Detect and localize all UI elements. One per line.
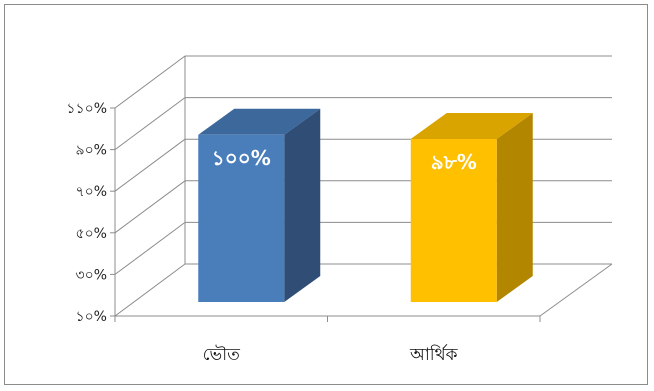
bar-front-face <box>198 134 285 302</box>
gridline-side <box>114 138 186 192</box>
y-tick-label: ৩০% <box>75 267 107 283</box>
y-axis-ticks: ১০% ৩০% ৫০% ৭০% ৯০% ১১০% <box>66 101 107 325</box>
chart-frame <box>4 4 648 385</box>
gridline-side <box>114 263 186 317</box>
bar-data-label: ৯৮% <box>431 150 477 174</box>
gridline-side <box>114 180 186 234</box>
grid-layer <box>110 55 613 322</box>
category-labels: ভৌত আর্থিক <box>203 344 459 365</box>
category-label: আর্থিক <box>409 344 459 365</box>
bar-data-label: ১০০% <box>212 146 271 170</box>
gridline-side <box>114 97 186 151</box>
bar-2: ৯৮% <box>410 112 533 303</box>
gridline-side <box>114 55 186 109</box>
gridline-side <box>114 221 186 275</box>
y-tick-label: ৭০% <box>75 184 107 200</box>
bar-side-face <box>496 112 533 303</box>
y-tick-label: ৫০% <box>76 226 108 242</box>
y-tick-label: ১০% <box>76 309 108 325</box>
bar-top-face <box>410 112 533 139</box>
bar-1: ১০০% <box>198 108 321 302</box>
bar-side-face <box>284 108 321 302</box>
bar-front-face <box>410 138 497 302</box>
bars: ১০০% ৯৮% <box>198 108 533 303</box>
y-tick-label: ৯০% <box>76 143 108 159</box>
floor-right-edge <box>539 263 613 317</box>
y-tick-label: ১১০% <box>66 101 107 117</box>
bar-top-face <box>198 108 321 135</box>
category-label: ভৌত <box>203 345 240 365</box>
